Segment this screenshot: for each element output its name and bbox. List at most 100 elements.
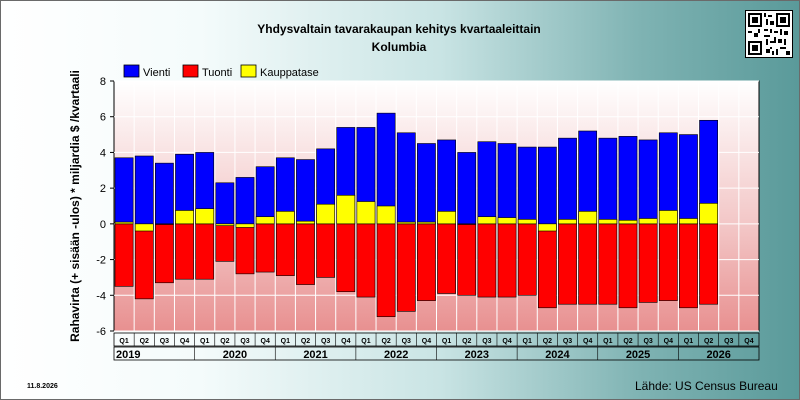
bar-kauppatase [356,201,376,225]
bar-vienti [578,130,598,225]
bar-kauppatase [618,219,638,225]
quarter-label: Q1 [119,338,128,345]
y-tick-label: 4 [100,147,106,159]
y-tick-label: -6 [96,326,106,338]
bar-kauppatase [679,218,698,225]
bars [114,112,718,318]
chart-title: Yhdysvaltain tavarakaupan kehitys kvarta… [257,22,540,36]
quarter-label: Q4 [261,338,270,345]
quarter-label: Q1 [523,338,532,345]
year-label: 2023 [465,349,489,361]
y-tick-label: 0 [100,219,106,231]
quarter-label: Q2 [301,338,310,345]
bar-tuonti [679,223,698,309]
bar-kauppatase [417,221,436,225]
year-label: 2024 [545,349,570,361]
bar-vienti [558,137,577,225]
bar-tuonti [497,223,517,298]
quarter-label: Q4 [744,338,753,345]
legend-swatch-vienti [123,64,140,78]
footer-date: 11.8.2026 [27,383,58,390]
bar-tuonti [275,223,295,276]
bar-kauppatase [537,223,557,232]
quarter-label: Q1 [281,338,290,345]
bar-tuonti [437,223,456,294]
bar-vienti [235,177,255,225]
bar-vienti [457,152,477,225]
quarter-label: Q2 [462,338,471,345]
bar-vienti [517,146,537,225]
bar-tuonti [578,223,598,305]
bar-tuonti [296,223,315,285]
legend-label-tuonti: Tuonti [202,67,232,79]
bar-tuonti [316,223,336,278]
bar-kauppatase [134,223,154,232]
bar-vienti [417,143,436,225]
bar-tuonti [618,223,638,309]
bar-vienti [598,137,618,225]
footer-source: Lähde: US Census Bureau [635,379,778,393]
y-tick-label: -2 [96,255,106,267]
quarter-label: Q3 [402,338,411,345]
bar-tuonti [477,223,497,298]
bar-kauppatase [296,220,315,225]
y-tick-label: 8 [100,76,106,88]
bar-vienti [255,166,275,225]
y-tick-label: -4 [96,290,106,302]
bar-kauppatase [275,211,295,225]
bar-kauppatase [376,205,396,225]
bar-kauppatase [457,223,477,225]
quarter-label: Q4 [664,338,673,345]
bar-tuonti [175,223,194,280]
bar-vienti [679,134,698,225]
legend-swatch-tuonti [182,64,199,78]
quarter-label: Q4 [422,338,431,345]
legend-label-vienti: Vienti [143,67,170,79]
bar-tuonti [356,223,376,298]
bar-kauppatase [195,208,215,225]
bar-tuonti [417,223,436,301]
chart-subtitle: Kolumbia [372,40,427,54]
bar-kauppatase [155,223,174,225]
bar-tuonti [396,223,416,312]
quarter-label: Q4 [502,338,511,345]
bar-tuonti [235,223,255,275]
bar-vienti [638,139,658,225]
bar-tuonti [658,223,678,301]
y-axis-label: Rahavirta (+ sisään -ulos) * miljardia $… [68,70,82,342]
quarter-label: Q3 [724,338,733,345]
quarter-label: Q2 [623,338,632,345]
bar-tuonti [336,223,356,293]
bar-tuonti [255,223,275,273]
bar-vienti [537,146,557,225]
year-label: 2020 [223,349,247,361]
bar-tuonti [215,223,235,262]
quarter-label: Q3 [643,338,652,345]
bar-kauppatase [336,194,356,225]
quarter-label: Q4 [180,338,189,345]
bar-kauppatase [598,219,618,225]
y-axis: -6 -4 -2 0 2 4 6 8 [96,76,114,338]
bar-kauppatase [517,219,537,225]
legend-swatch-kauppatase [240,64,257,78]
bar-kauppatase [578,211,598,225]
bar-tuonti [114,223,134,287]
bar-tuonti [457,223,477,296]
bar-tuonti [537,223,557,309]
bar-tuonti [134,223,154,300]
bar-vienti [497,143,517,225]
year-label: 2026 [706,349,730,361]
x-axis: Q1 Q2 Q3 Q4 Q1 Q2 Q3 Q4 Q1 Q2 Q3 Q4 Q1 Q2 Q3 Q4 Q1 Q2 Q3 Q4… [113,332,760,361]
bar-vienti [396,132,416,225]
quarter-label: Q2 [220,338,229,345]
bar-tuonti [195,223,215,280]
bar-kauppatase [497,217,517,225]
bar-kauppatase [396,221,416,225]
quarter-label: Q1 [200,338,209,345]
bar-kauppatase [437,211,456,225]
bar-kauppatase [175,210,194,225]
quarter-label: Q3 [321,338,330,345]
bar-tuonti [558,223,577,305]
